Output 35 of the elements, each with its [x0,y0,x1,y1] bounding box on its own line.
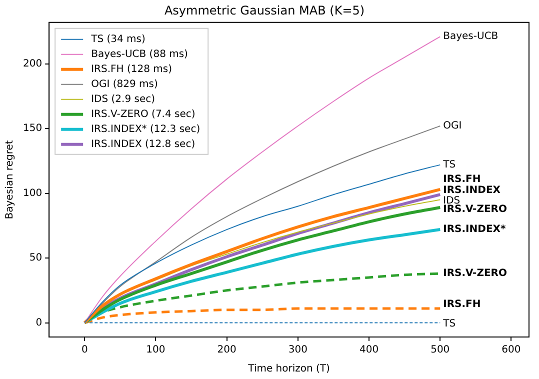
legend-label: IRS.V-ZERO (7.4 sec) [91,108,196,120]
legend-label: Bayes-UCB (88 ms) [91,48,188,60]
x-tick-label: 300 [288,344,308,356]
x-tick-label: 0 [81,344,88,356]
legend-label: IRS.FH (128 ms) [91,64,172,75]
annotation: IRS.V-ZERO [443,204,507,216]
annotation: IRS.V-ZERO [443,268,507,280]
x-axis-title: Time horizon (T) [247,364,330,375]
annotation: IRS.INDEX* [443,224,506,236]
y-axis-title: Bayesian regret [4,140,16,220]
legend-label: IDS (2.9 sec) [91,94,156,105]
x-tick-label: 600 [502,344,521,356]
y-tick-label: 200 [22,58,42,70]
legend-label: TS (34 ms) [90,34,146,45]
legend-label: IRS.INDEX* (12.3 sec) [91,124,200,135]
annotation: IRS.FH [443,174,481,186]
annotation: Bayes-UCB [443,31,498,42]
line-series [83,228,442,324]
y-tick-label: 150 [22,123,42,134]
y-tick-label: 100 [22,188,42,199]
x-tick-label: 400 [359,344,379,356]
x-tick-label: 500 [430,344,450,356]
y-tick-label: 0 [36,317,42,328]
x-tick-label: 200 [217,344,236,356]
annotation: IRS.INDEX [443,185,501,196]
annotation: OGI [443,120,462,132]
annotation: TS [442,159,456,170]
chart-title: Asymmetric Gaussian MAB (K=5) [164,3,365,18]
legend-label: OGI (829 ms) [91,78,158,90]
line-series [84,36,441,324]
annotation: IRS.FH [443,299,481,310]
y-tick-label: 50 [29,252,42,264]
legend-label: IRS.INDEX (12.8 sec) [91,138,196,150]
annotation: TS [442,318,456,330]
x-tick-label: 100 [146,344,166,356]
